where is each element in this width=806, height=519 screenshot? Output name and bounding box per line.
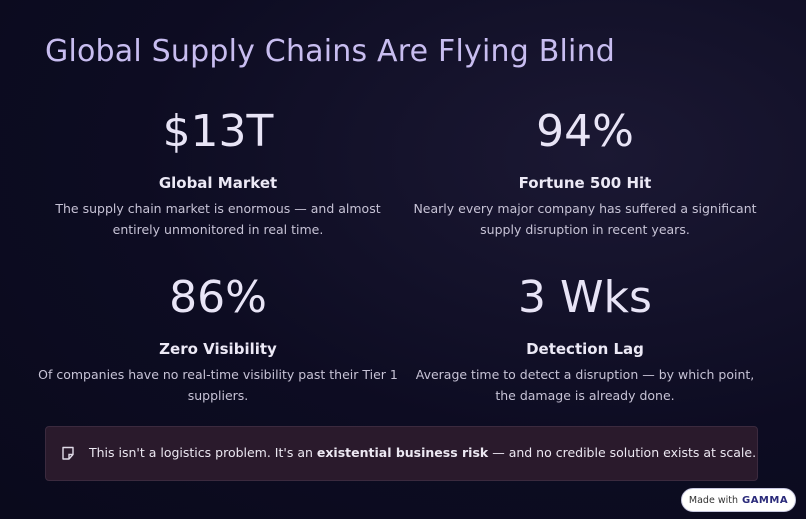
stat-label: Zero Visibility bbox=[159, 340, 277, 358]
stat-label: Detection Lag bbox=[526, 340, 644, 358]
stat-description: Average time to detect a disruption — by… bbox=[415, 367, 755, 403]
stat-card: $13T Global Market The supply chain market… bbox=[38, 104, 398, 240]
stat-description: Nearly every major company has suffered … bbox=[413, 201, 757, 237]
badge-brand: GAMMA bbox=[741, 494, 789, 506]
stat-value: $13T bbox=[162, 106, 274, 157]
stat-card: 94% Fortune 500 Hit Nearly every major com… bbox=[405, 104, 765, 240]
stat-value: 3 Wks bbox=[518, 272, 652, 323]
callout-after: — and no credible solution exists at sca… bbox=[492, 445, 757, 460]
stat-description: Of companies have no real-time visibilit… bbox=[38, 367, 398, 403]
callout-text: This isn't a logistics problem. It's an … bbox=[89, 445, 756, 460]
slide-title: Global Supply Chains Are Flying Blind bbox=[45, 34, 616, 69]
stat-card: 86% Zero Visibility Of companies have no r… bbox=[38, 270, 398, 406]
callout-bold: existential business risk bbox=[316, 445, 489, 460]
made-with-badge[interactable]: Made with GAMMA bbox=[681, 488, 796, 512]
badge-prefix: Made with bbox=[688, 494, 738, 506]
stat-description: The supply chain market is enormous — an… bbox=[55, 201, 381, 237]
note-icon bbox=[62, 446, 74, 460]
callout-before: This isn't a logistics problem. It's an bbox=[89, 445, 313, 460]
stat-card: 3 Wks Detection Lag Average time to detect… bbox=[405, 270, 765, 406]
stat-value: 86% bbox=[169, 272, 267, 323]
stat-label: Fortune 500 Hit bbox=[518, 174, 652, 192]
callout: This isn't a logistics problem. It's an … bbox=[45, 426, 758, 481]
stat-label: Global Market bbox=[158, 174, 278, 192]
stat-value: 94% bbox=[536, 106, 634, 157]
